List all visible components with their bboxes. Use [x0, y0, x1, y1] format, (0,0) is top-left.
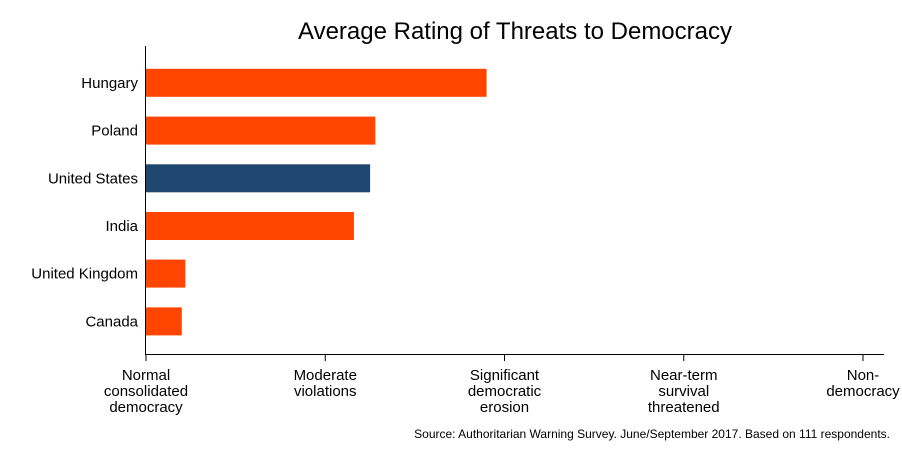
x-tick-label: Near-term survival threatened: [648, 367, 720, 416]
category-label-hungary: Hungary: [81, 75, 138, 92]
x-tick-label-line: threatened: [648, 399, 720, 416]
x-tick-label: Normal consolidated democracy: [104, 367, 188, 416]
category-label-united-kingdom: United Kingdom: [31, 266, 138, 283]
category-label-poland: Poland: [91, 123, 138, 140]
x-tick-label-line: Near-term: [650, 367, 718, 384]
category-label-united-states: United States: [48, 170, 138, 187]
category-label-india: India: [105, 218, 138, 235]
x-tick-label-line: Non-: [847, 367, 880, 384]
chart-title: Average Rating of Threats to Democracy: [298, 18, 732, 45]
x-tick-label-line: survival: [658, 383, 709, 400]
bar-united-kingdom: [146, 259, 186, 288]
x-tick-label-line: consolidated: [104, 383, 188, 400]
x-tick-label-line: Normal: [122, 367, 170, 384]
x-tick-label-line: democratic: [468, 383, 542, 400]
bar-canada: [146, 307, 182, 336]
x-tick-label: Significant democratic erosion: [468, 367, 542, 416]
x-tick-label-line: erosion: [480, 399, 529, 416]
bars-layer: Hungary Poland United States India United Ki…: [31, 68, 487, 336]
bar-poland: [146, 116, 376, 145]
bar-united-states: [146, 164, 371, 193]
x-tick-label-line: democracy: [826, 383, 900, 400]
bar-hungary: [146, 68, 487, 97]
x-tick-label-line: Significant: [470, 367, 540, 384]
category-label-canada: Canada: [85, 313, 138, 330]
x-tick-label-line: Moderate: [294, 367, 357, 384]
bar-india: [146, 212, 354, 240]
x-tick-label-line: violations: [294, 383, 357, 400]
x-tick-label-line: democracy: [109, 399, 183, 416]
source-note: Source: Authoritarian Warning Survey. Ju…: [414, 427, 890, 441]
x-tick-label: Moderate violations: [294, 367, 357, 400]
x-tick-label: Non-democracy: [826, 367, 900, 400]
